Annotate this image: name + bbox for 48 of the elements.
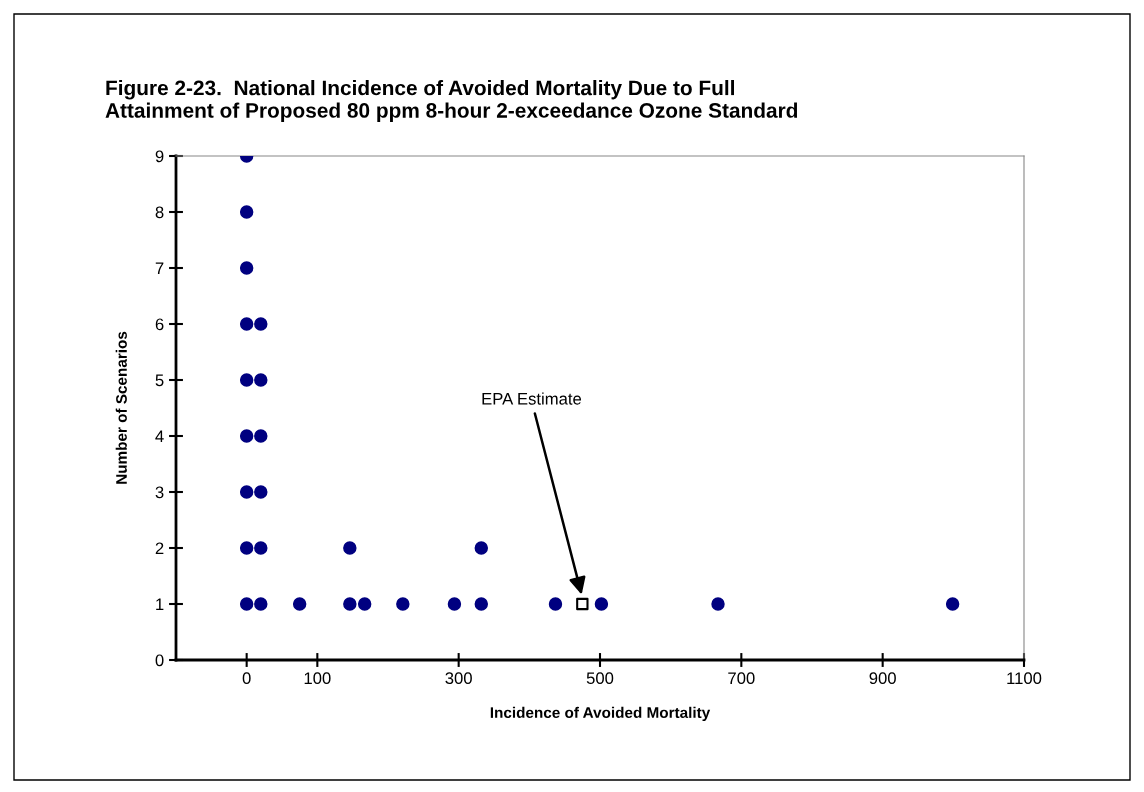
point [447,597,462,611]
chart-title: Figure 2-23. National Incidence of Avoided Mortality Due to Full Attainment of Proposed 80 ppm 8-hour 2-exceedance Ozone Standard [105,80,798,122]
y-tick-label: 2 [155,542,164,555]
y-axis-title: Number of Scenarios [115,331,127,484]
point [254,317,268,331]
point [239,373,254,387]
x-tick-label: 0 [242,672,251,685]
y-tick-label: 6 [155,318,164,331]
point [254,485,268,499]
point [343,597,357,611]
point [254,373,268,387]
y-tick-label: 1 [156,598,164,611]
point [357,597,372,611]
point [239,485,254,499]
point [239,429,254,443]
point [396,597,410,611]
point [594,597,609,611]
point [711,597,725,611]
y-tick-label: 5 [155,374,164,387]
y-tick-label: 3 [155,486,164,499]
x-tick-label: 900 [869,672,896,685]
point [292,597,307,611]
point [239,261,254,275]
x-tick-label: 1100 [1007,672,1042,685]
point [254,429,268,443]
y-tick-label: 9 [155,150,164,163]
point [239,597,254,611]
point [254,597,268,611]
x-tick-label: 100 [304,672,331,685]
annotation: EPA Estimate [482,392,582,405]
y-tick-label: 4 [155,430,164,443]
x-tick-label: 700 [728,672,755,685]
point [474,597,488,611]
point [239,541,254,555]
point [254,541,268,555]
x-tick-label: 300 [445,672,472,685]
point [239,205,254,219]
x-axis-title: Incidence of Avoided Mortality [490,706,711,722]
point [474,541,488,555]
point [576,597,589,611]
point [548,597,563,611]
y-tick-label: 7 [155,262,164,275]
point [239,317,254,331]
y-tick-label: 0 [155,654,164,667]
x-tick-label: 500 [586,672,614,685]
point [945,597,960,611]
y-tick-label: 8 [155,206,164,219]
point [343,541,357,555]
